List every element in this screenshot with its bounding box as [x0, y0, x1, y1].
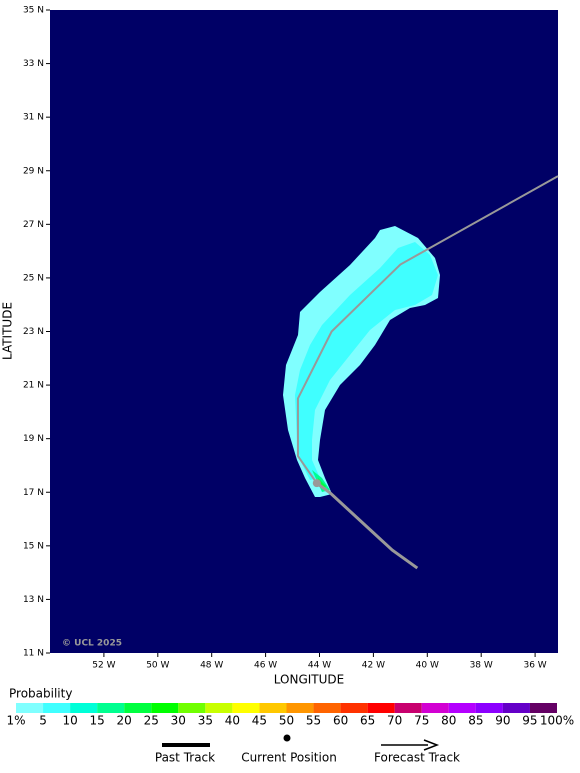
past-track-label: Past Track — [155, 751, 215, 765]
legend-swatch — [340, 703, 368, 713]
y-tick-label: 25 N — [23, 273, 44, 283]
legend-swatch — [232, 703, 260, 713]
x-tick-label: 36 W — [523, 661, 546, 671]
legend-swatch — [70, 703, 98, 713]
y-tick-label: 13 N — [23, 595, 44, 605]
y-tick-label: 21 N — [23, 381, 44, 391]
y-tick-label: 33 N — [23, 59, 44, 69]
legend-label: 95 — [522, 714, 537, 728]
legend-label: 65 — [360, 714, 375, 728]
forecast-track-arrowhead — [423, 739, 440, 751]
legend-swatch — [205, 703, 233, 713]
current-position — [312, 479, 321, 488]
legend-label: 40 — [225, 714, 240, 728]
legend-swatch — [124, 703, 152, 713]
legend-label: 20 — [117, 714, 132, 728]
x-tick-label: 50 W — [146, 661, 169, 671]
legend-label: 70 — [387, 714, 402, 728]
legend-label: 90 — [495, 714, 510, 728]
legend-swatch — [448, 703, 476, 713]
legend-swatch — [367, 703, 395, 713]
legend-swatch — [502, 703, 530, 713]
legend-swatch — [421, 703, 449, 713]
legend-swatch — [313, 703, 341, 713]
legend-label: 10 — [62, 714, 77, 728]
forecast-track-label: Forecast Track — [374, 751, 460, 765]
x-tick-label: 40 W — [416, 661, 439, 671]
legend-swatch — [394, 703, 422, 713]
legend-swatch — [475, 703, 503, 713]
legend-label: 35 — [198, 714, 213, 728]
x-axis-label: LONGITUDE — [274, 673, 344, 687]
y-tick-label: 19 N — [23, 434, 44, 444]
legend-label: 15 — [90, 714, 105, 728]
y-tick-label: 15 N — [23, 541, 44, 551]
legend-swatch — [151, 703, 179, 713]
legend-label: 5 — [39, 714, 47, 728]
y-tick-label: 35 N — [23, 6, 44, 16]
legend-label: 30 — [171, 714, 186, 728]
legend-label: 55 — [306, 714, 321, 728]
y-tick-label: 31 N — [23, 113, 44, 123]
x-tick-label: 44 W — [308, 661, 331, 671]
legend-title: Probability — [9, 687, 72, 701]
x-tick-label: 42 W — [362, 661, 385, 671]
y-tick-label: 11 N — [23, 649, 44, 659]
y-tick-label: 29 N — [23, 166, 44, 176]
x-tick-label: 48 W — [200, 661, 223, 671]
legend-label: 1% — [6, 714, 25, 728]
legend-label: 100% — [540, 714, 574, 728]
copyright: © UCL 2025 — [62, 639, 122, 649]
y-tick-label: 27 N — [23, 220, 44, 230]
legend-swatch — [529, 703, 557, 713]
x-tick-label: 38 W — [470, 661, 493, 671]
legend-swatch — [43, 703, 71, 713]
legend-swatch — [16, 703, 44, 713]
y-tick-label: 17 N — [23, 488, 44, 498]
x-tick-label: 52 W — [92, 661, 115, 671]
legend-swatch — [178, 703, 206, 713]
y-axis-label: LATITUDE — [1, 302, 15, 360]
past-track — [315, 481, 419, 570]
legend-label: 60 — [333, 714, 348, 728]
legend-swatch — [259, 703, 287, 713]
forecast-track — [296, 175, 559, 484]
legend-label: 50 — [279, 714, 294, 728]
legend-label: 75 — [414, 714, 429, 728]
legend-label: 25 — [144, 714, 159, 728]
legend-swatch — [286, 703, 314, 713]
legend-label: 45 — [252, 714, 267, 728]
x-tick-label: 46 W — [254, 661, 277, 671]
probability-5pct — [295, 242, 438, 480]
legend-swatch — [97, 703, 125, 713]
legend-label: 80 — [441, 714, 456, 728]
y-tick-label: 23 N — [23, 327, 44, 337]
current-position-icon — [283, 734, 291, 742]
current-position-label: Current Position — [241, 751, 337, 765]
legend-label: 85 — [468, 714, 483, 728]
